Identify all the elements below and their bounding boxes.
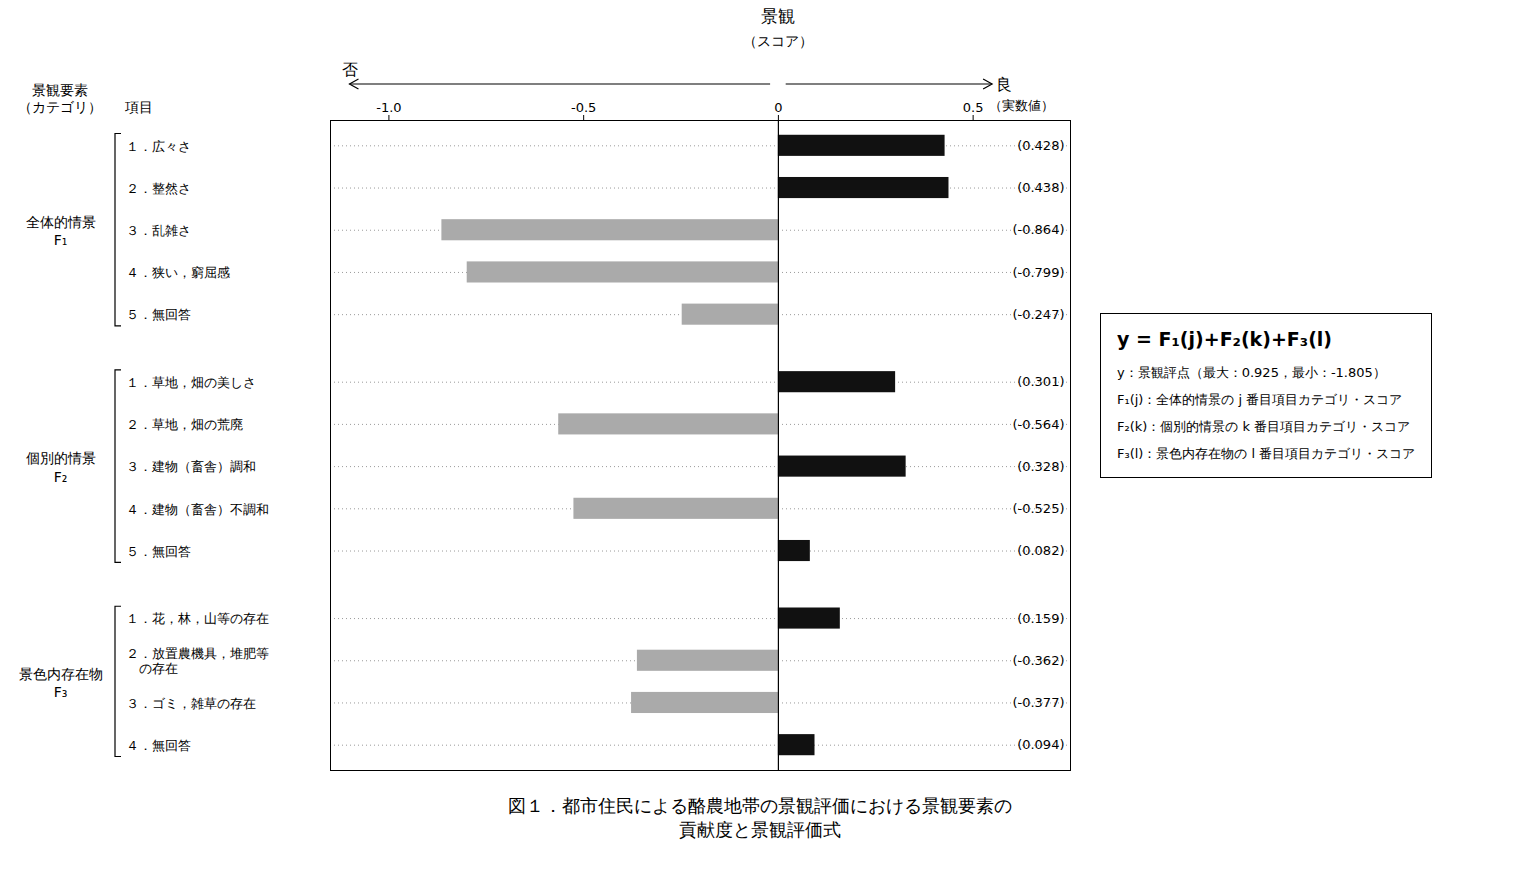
svg-text:(0.082): (0.082) [1017,543,1064,558]
svg-text:５．無回答: ５．無回答 [126,307,191,322]
svg-text:３．ゴミ，雑草の存在: ３．ゴミ，雑草の存在 [126,696,256,711]
svg-text:(0.094): (0.094) [1017,737,1064,752]
svg-text:-1.0: -1.0 [376,100,401,115]
svg-text:全体的情景F₁: 全体的情景F₁ [26,214,96,248]
svg-text:(0.438): (0.438) [1017,180,1064,195]
svg-text:(-0.362): (-0.362) [1012,653,1064,668]
svg-text:(-0.564): (-0.564) [1012,417,1064,432]
svg-text:-0.5: -0.5 [571,100,596,115]
html-text:y = F₁(j)+F₂(k)+F₃(l): y = F₁(j)+F₂(k)+F₃(l) [1117,327,1332,350]
svg-text:２．草地，畑の荒廃: ２．草地，畑の荒廃 [126,417,243,432]
svg-text:良: 良 [996,75,1012,94]
svg-text:(-0.247): (-0.247) [1012,307,1064,322]
svg-text:景色内存在物F₃: 景色内存在物F₃ [19,666,103,700]
svg-text:(0.301): (0.301) [1017,374,1064,389]
svg-text:(0.328): (0.328) [1017,459,1064,474]
svg-text:(-0.864): (-0.864) [1012,222,1064,237]
svg-text:0: 0 [774,100,782,115]
svg-text:１．草地，畑の美しさ: １．草地，畑の美しさ [126,375,256,390]
svg-text:(0.159): (0.159) [1017,611,1064,626]
svg-text:（スコア）: （スコア） [743,33,813,49]
svg-text:(-0.799): (-0.799) [1012,265,1064,280]
html-text:F₃(l)：景色内存在物の l 番目項目カテゴリ・スコア: F₃(l)：景色内存在物の l 番目項目カテゴリ・スコア [1117,445,1416,461]
svg-text:否: 否 [342,60,358,79]
svg-text:１．広々さ: １．広々さ [126,139,191,154]
html-text:F₁(j)：全体的情景の j 番目項目カテゴリ・スコア: F₁(j)：全体的情景の j 番目項目カテゴリ・スコア [1117,391,1403,407]
svg-text:３．建物（畜舎）調和: ３．建物（畜舎）調和 [126,459,256,474]
svg-text:１．花，林，山等の存在: １．花，林，山等の存在 [126,611,269,626]
svg-text:４．無回答: ４．無回答 [126,738,191,753]
svg-text:個別的情景F₂: 個別的情景F₂ [26,450,96,484]
svg-text:２．放置農機具，堆肥等 の存在: ２．放置農機具，堆肥等 の存在 [126,646,269,676]
html-text:y：景観評点（最大：0.925，最小：-1.805）: y：景観評点（最大：0.925，最小：-1.805） [1117,364,1386,380]
html-text:F₂(k)：個別的情景の k 番目項目カテゴリ・スコア: F₂(k)：個別的情景の k 番目項目カテゴリ・スコア [1117,418,1411,434]
svg-text:項目: 項目 [124,99,153,115]
svg-text:４．狭い，窮屈感: ４．狭い，窮屈感 [126,265,230,280]
svg-text:(0.428): (0.428) [1017,138,1064,153]
svg-text:景観: 景観 [761,6,795,26]
svg-text:0.5: 0.5 [963,100,984,115]
svg-text:５．無回答: ５．無回答 [126,544,191,559]
svg-text:（実数値）: （実数値） [989,98,1054,113]
svg-text:３．乱雑さ: ３．乱雑さ [126,223,191,238]
svg-text:２．整然さ: ２．整然さ [126,181,191,196]
svg-text:４．建物（畜舎）不調和: ４．建物（畜舎）不調和 [126,502,269,517]
svg-text:(-0.377): (-0.377) [1012,695,1064,710]
svg-text:(-0.525): (-0.525) [1012,501,1064,516]
html-text:図１．都市住民による酪農地帯の景観評価における景観要素の 貢: 図１．都市住民による酪農地帯の景観評価における景観要素の 貢献度と景観評価式 [508,795,1012,841]
svg-text:景観要素（カテゴリ）: 景観要素（カテゴリ） [18,82,102,116]
